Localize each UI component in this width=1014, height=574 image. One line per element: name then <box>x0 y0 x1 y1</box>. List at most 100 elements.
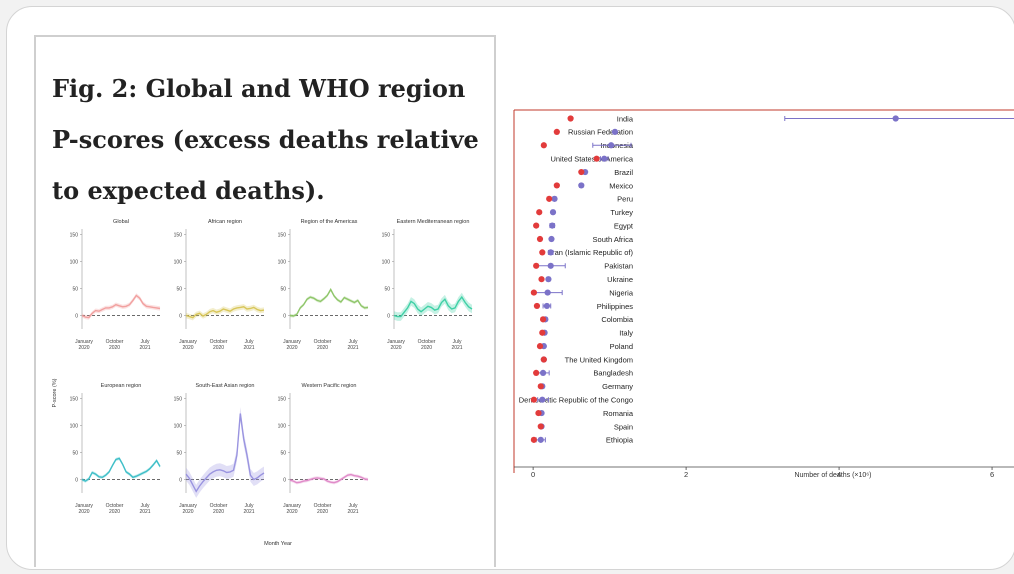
country-label: Italy <box>619 329 633 338</box>
reported-deaths-point <box>530 436 537 443</box>
estimated-deaths-point <box>547 262 554 269</box>
x-tick-label-month: October <box>314 503 332 509</box>
x-tick-label-year: 2020 <box>421 345 432 351</box>
x-tick-label-year: 2021 <box>347 509 358 515</box>
country-label: Egypt <box>614 221 634 230</box>
country-label: India <box>617 114 634 123</box>
country-label: Democratic Republic of the Congo <box>519 395 633 404</box>
reported-deaths-point <box>539 316 547 323</box>
pscore-line <box>81 457 161 482</box>
x-tick-label-month: January <box>387 339 405 345</box>
reported-deaths-point <box>533 262 540 269</box>
pscore-line <box>393 295 473 318</box>
regional-pscore-panels: Global150100500January2020October2020Jul… <box>52 219 473 547</box>
x-tick-label-year: 2021 <box>451 345 462 351</box>
country-label: Colombia <box>601 315 634 324</box>
x-tick-label-year: 2020 <box>286 345 297 351</box>
y-tick-label: 100 <box>174 423 183 429</box>
estimated-deaths-point <box>539 396 546 403</box>
x-tick-label: 2 <box>684 470 688 479</box>
y-axis-title: P-score (%) <box>52 378 58 407</box>
estimated-deaths-point <box>611 128 619 135</box>
pscore-line <box>185 413 265 493</box>
reported-deaths-point <box>553 128 560 135</box>
x-tick-label-year: 2020 <box>317 509 328 515</box>
estimated-deaths-point <box>545 276 552 283</box>
x-tick-label-year: 2020 <box>182 509 193 515</box>
reported-deaths-point <box>530 396 537 403</box>
country-label: The United Kingdom <box>565 355 633 364</box>
x-tick-label-month: July <box>453 339 462 345</box>
y-tick-label: 0 <box>179 313 182 319</box>
y-tick-label: 150 <box>174 232 183 238</box>
slide-canvas: Fig. 2: Global and WHO region P-scores (… <box>6 6 1014 570</box>
panel-eastern-mediterranean-region: Eastern Mediterranean region 150 100 50 0 Jan… <box>382 219 473 351</box>
reported-deaths-point <box>593 155 600 162</box>
reported-deaths-point <box>567 115 574 122</box>
y-tick-label: 100 <box>70 259 79 265</box>
x-tick-label-month: October <box>418 339 436 345</box>
y-tick-label: 0 <box>283 313 286 319</box>
reported-deaths-point <box>539 329 546 336</box>
x-tick-label: 0 <box>531 470 535 479</box>
reported-deaths-point <box>538 276 545 283</box>
country-label: Ukraine <box>607 275 633 284</box>
x-tick-label-year: 2021 <box>243 509 254 515</box>
x-tick-label-month: October <box>210 503 228 509</box>
panel-european-region: European region150100500January2020Octob… <box>70 383 161 515</box>
panel-global: Global150100500January2020October2020Jul… <box>70 219 161 351</box>
country-label: South Africa <box>593 235 634 244</box>
reported-deaths-point <box>530 289 537 296</box>
country-label: Bangladesh <box>593 369 633 378</box>
reported-deaths-point <box>540 356 547 363</box>
reported-deaths-point <box>533 369 540 377</box>
x-tick-label-month: January <box>179 339 197 345</box>
estimated-deaths-point <box>537 436 544 443</box>
x-tick-label: 6 <box>990 470 994 479</box>
panel-region-of-the-americas: Region of the Americas150100500January20… <box>278 219 369 351</box>
x-tick-label-month: July <box>349 339 358 345</box>
y-tick-label: 50 <box>384 286 390 292</box>
x-tick-label-month: October <box>106 339 124 345</box>
panel-title: African region <box>208 219 242 225</box>
uncertainty-band <box>394 292 472 321</box>
estimated-deaths-point <box>601 155 608 162</box>
x-tick-label-year: 2020 <box>286 509 297 515</box>
country-label: Spain <box>614 422 633 431</box>
x-tick-label-month: October <box>210 339 228 345</box>
reported-deaths-point <box>533 302 541 310</box>
pscore-line <box>81 294 161 319</box>
reported-deaths-point <box>537 383 544 390</box>
x-tick-label-year: 2020 <box>78 345 89 351</box>
x-tick-label-year: 2021 <box>139 345 150 351</box>
estimated-deaths-point <box>549 209 557 216</box>
y-tick-label: 50 <box>280 450 286 456</box>
reported-deaths-point <box>536 209 543 216</box>
x-tick-label-year: 2021 <box>347 345 358 351</box>
x-tick-label-year: 2020 <box>213 345 224 351</box>
y-tick-label: 150 <box>70 396 79 402</box>
x-axis-title: Number of deaths (×10⁶) <box>794 472 871 479</box>
reported-deaths-point <box>553 182 560 189</box>
x-tick-label-year: 2020 <box>390 345 401 351</box>
country-label: Russian Federation <box>568 128 633 137</box>
reported-deaths-point <box>540 142 547 149</box>
x-tick-label-month: July <box>245 339 254 345</box>
y-tick-label: 0 <box>283 477 286 483</box>
y-tick-label: 0 <box>387 313 390 319</box>
reported-deaths-point <box>539 249 546 256</box>
country-label: Ethiopia <box>606 436 634 445</box>
reported-deaths-point <box>578 168 585 176</box>
estimated-deaths-point <box>547 249 554 256</box>
y-tick-label: 50 <box>176 286 182 292</box>
y-tick-label: 50 <box>72 286 78 292</box>
x-tick-label-year: 2020 <box>317 345 328 351</box>
reported-deaths-point <box>537 423 544 430</box>
reported-deaths-point <box>533 222 540 229</box>
estimated-deaths-point <box>549 222 556 229</box>
x-tick-label-year: 2020 <box>78 509 89 515</box>
country-label: Germany <box>602 382 633 391</box>
estimated-deaths-point <box>548 235 555 243</box>
reported-deaths-point <box>546 195 553 202</box>
